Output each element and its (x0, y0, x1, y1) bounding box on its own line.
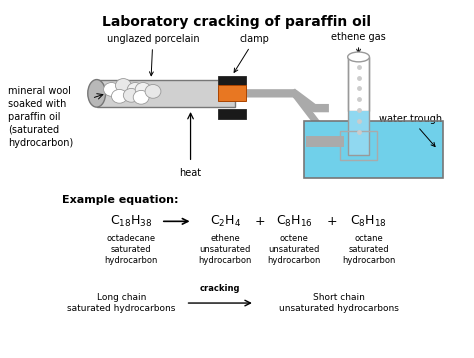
Ellipse shape (88, 79, 106, 107)
Text: C$_{2}$H$_{4}$: C$_{2}$H$_{4}$ (210, 214, 241, 229)
Text: Short chain
unsaturated hydrocarbons: Short chain unsaturated hydrocarbons (279, 293, 399, 313)
Text: Example equation:: Example equation: (62, 195, 179, 205)
Ellipse shape (123, 88, 139, 102)
Text: heat: heat (180, 168, 201, 178)
Text: mineral wool
soaked with
paraffin oil
(saturated
hydrocarbon): mineral wool soaked with paraffin oil (s… (8, 87, 73, 147)
Text: +: + (327, 215, 337, 228)
Ellipse shape (128, 83, 143, 96)
Bar (304, 121, 443, 178)
Text: cracking: cracking (200, 284, 240, 293)
Ellipse shape (104, 83, 119, 96)
Text: C$_{18}$H$_{38}$: C$_{18}$H$_{38}$ (110, 214, 153, 229)
Bar (348, 57, 369, 155)
Bar (348, 111, 369, 155)
Text: clamp: clamp (234, 34, 270, 72)
Text: Laboratory cracking of paraffin oil: Laboratory cracking of paraffin oil (102, 15, 372, 29)
Text: C$_{8}$H$_{18}$: C$_{8}$H$_{18}$ (350, 214, 387, 229)
Text: ethene gas: ethene gas (331, 32, 386, 53)
Text: +: + (255, 215, 265, 228)
Ellipse shape (145, 84, 161, 98)
Bar (218, 76, 246, 86)
Text: octadecane
saturated
hydrocarbon: octadecane saturated hydrocarbon (105, 234, 158, 265)
Bar (348, 57, 369, 111)
Bar (304, 121, 443, 178)
Text: C$_{8}$H$_{16}$: C$_{8}$H$_{16}$ (276, 214, 313, 229)
Ellipse shape (135, 83, 151, 96)
Bar (340, 131, 377, 160)
Text: octane
saturated
hydrocarbon: octane saturated hydrocarbon (342, 234, 395, 265)
Ellipse shape (116, 79, 131, 92)
Bar (97, 79, 235, 107)
Text: ethene
unsaturated
hydrocarbon: ethene unsaturated hydrocarbon (199, 234, 252, 265)
Bar (218, 86, 246, 101)
Text: water trough: water trough (380, 114, 443, 146)
Ellipse shape (348, 52, 369, 62)
Text: Long chain
saturated hydrocarbons: Long chain saturated hydrocarbons (67, 293, 175, 313)
Text: octene
unsaturated
hydrocarbon: octene unsaturated hydrocarbon (268, 234, 321, 265)
Ellipse shape (133, 91, 149, 104)
Ellipse shape (111, 90, 128, 103)
Text: unglazed porcelain: unglazed porcelain (107, 34, 199, 76)
Bar (218, 109, 246, 119)
